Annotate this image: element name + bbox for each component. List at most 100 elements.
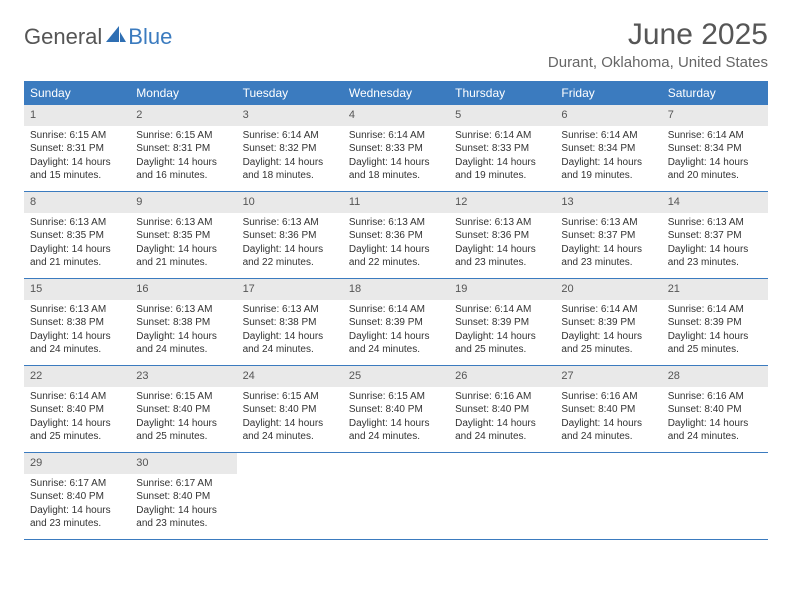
weekday-label: Friday (555, 81, 661, 105)
day-cell (449, 453, 555, 539)
weekday-label: Thursday (449, 81, 555, 105)
day-body: Sunrise: 6:13 AMSunset: 8:37 PMDaylight:… (555, 213, 661, 276)
day-cell: 4Sunrise: 6:14 AMSunset: 8:33 PMDaylight… (343, 105, 449, 191)
sunset-text: Sunset: 8:40 PM (243, 403, 337, 417)
daylight-text: Daylight: 14 hours and 25 minutes. (455, 330, 549, 357)
weekday-label: Monday (130, 81, 236, 105)
day-cell: 13Sunrise: 6:13 AMSunset: 8:37 PMDayligh… (555, 192, 661, 278)
sunrise-text: Sunrise: 6:17 AM (136, 477, 230, 491)
sunrise-text: Sunrise: 6:14 AM (668, 129, 762, 143)
day-cell: 8Sunrise: 6:13 AMSunset: 8:35 PMDaylight… (24, 192, 130, 278)
day-cell: 3Sunrise: 6:14 AMSunset: 8:32 PMDaylight… (237, 105, 343, 191)
day-body: Sunrise: 6:14 AMSunset: 8:39 PMDaylight:… (555, 300, 661, 363)
daylight-text: Daylight: 14 hours and 20 minutes. (668, 156, 762, 183)
day-cell: 9Sunrise: 6:13 AMSunset: 8:35 PMDaylight… (130, 192, 236, 278)
day-cell: 12Sunrise: 6:13 AMSunset: 8:36 PMDayligh… (449, 192, 555, 278)
daylight-text: Daylight: 14 hours and 23 minutes. (136, 504, 230, 531)
day-number: 21 (662, 279, 768, 300)
day-cell: 14Sunrise: 6:13 AMSunset: 8:37 PMDayligh… (662, 192, 768, 278)
sunrise-text: Sunrise: 6:14 AM (30, 390, 124, 404)
day-body: Sunrise: 6:15 AMSunset: 8:40 PMDaylight:… (343, 387, 449, 450)
daylight-text: Daylight: 14 hours and 21 minutes. (136, 243, 230, 270)
day-body: Sunrise: 6:14 AMSunset: 8:33 PMDaylight:… (343, 126, 449, 189)
daylight-text: Daylight: 14 hours and 24 minutes. (349, 417, 443, 444)
day-body: Sunrise: 6:13 AMSunset: 8:38 PMDaylight:… (130, 300, 236, 363)
day-body: Sunrise: 6:13 AMSunset: 8:37 PMDaylight:… (662, 213, 768, 276)
day-cell: 25Sunrise: 6:15 AMSunset: 8:40 PMDayligh… (343, 366, 449, 452)
day-body: Sunrise: 6:13 AMSunset: 8:38 PMDaylight:… (24, 300, 130, 363)
day-number: 5 (449, 105, 555, 126)
sunset-text: Sunset: 8:40 PM (455, 403, 549, 417)
week-row: 15Sunrise: 6:13 AMSunset: 8:38 PMDayligh… (24, 279, 768, 366)
day-number: 26 (449, 366, 555, 387)
sunset-text: Sunset: 8:36 PM (243, 229, 337, 243)
day-number: 28 (662, 366, 768, 387)
daylight-text: Daylight: 14 hours and 24 minutes. (455, 417, 549, 444)
daylight-text: Daylight: 14 hours and 24 minutes. (243, 417, 337, 444)
day-cell: 5Sunrise: 6:14 AMSunset: 8:33 PMDaylight… (449, 105, 555, 191)
daylight-text: Daylight: 14 hours and 18 minutes. (349, 156, 443, 183)
sunrise-text: Sunrise: 6:13 AM (349, 216, 443, 230)
day-body: Sunrise: 6:15 AMSunset: 8:31 PMDaylight:… (130, 126, 236, 189)
brand-word2: Blue (128, 24, 172, 50)
day-number: 7 (662, 105, 768, 126)
daylight-text: Daylight: 14 hours and 24 minutes. (561, 417, 655, 444)
day-cell (555, 453, 661, 539)
location: Durant, Oklahoma, United States (548, 54, 768, 71)
day-number: 22 (24, 366, 130, 387)
header: General Blue June 2025 Durant, Oklahoma,… (24, 18, 768, 71)
day-cell: 26Sunrise: 6:16 AMSunset: 8:40 PMDayligh… (449, 366, 555, 452)
sunrise-text: Sunrise: 6:13 AM (136, 303, 230, 317)
daylight-text: Daylight: 14 hours and 23 minutes. (561, 243, 655, 270)
sunset-text: Sunset: 8:32 PM (243, 142, 337, 156)
sunrise-text: Sunrise: 6:13 AM (243, 216, 337, 230)
title-block: June 2025 Durant, Oklahoma, United State… (548, 18, 768, 71)
day-number: 25 (343, 366, 449, 387)
day-body: Sunrise: 6:14 AMSunset: 8:34 PMDaylight:… (662, 126, 768, 189)
sunset-text: Sunset: 8:39 PM (561, 316, 655, 330)
day-cell: 21Sunrise: 6:14 AMSunset: 8:39 PMDayligh… (662, 279, 768, 365)
day-number: 16 (130, 279, 236, 300)
day-number: 27 (555, 366, 661, 387)
daylight-text: Daylight: 14 hours and 23 minutes. (455, 243, 549, 270)
day-cell (662, 453, 768, 539)
day-number: 12 (449, 192, 555, 213)
daylight-text: Daylight: 14 hours and 19 minutes. (455, 156, 549, 183)
daylight-text: Daylight: 14 hours and 25 minutes. (136, 417, 230, 444)
daylight-text: Daylight: 14 hours and 25 minutes. (561, 330, 655, 357)
weekday-label: Saturday (662, 81, 768, 105)
day-cell: 11Sunrise: 6:13 AMSunset: 8:36 PMDayligh… (343, 192, 449, 278)
sunrise-text: Sunrise: 6:16 AM (561, 390, 655, 404)
sunrise-text: Sunrise: 6:14 AM (243, 129, 337, 143)
sunset-text: Sunset: 8:38 PM (136, 316, 230, 330)
weekday-header: Sunday Monday Tuesday Wednesday Thursday… (24, 81, 768, 105)
sunset-text: Sunset: 8:40 PM (561, 403, 655, 417)
sunrise-text: Sunrise: 6:15 AM (30, 129, 124, 143)
day-number: 8 (24, 192, 130, 213)
day-body: Sunrise: 6:14 AMSunset: 8:34 PMDaylight:… (555, 126, 661, 189)
day-number: 29 (24, 453, 130, 474)
day-number: 14 (662, 192, 768, 213)
day-cell: 17Sunrise: 6:13 AMSunset: 8:38 PMDayligh… (237, 279, 343, 365)
daylight-text: Daylight: 14 hours and 23 minutes. (668, 243, 762, 270)
sunset-text: Sunset: 8:40 PM (136, 403, 230, 417)
sunset-text: Sunset: 8:39 PM (455, 316, 549, 330)
day-cell: 2Sunrise: 6:15 AMSunset: 8:31 PMDaylight… (130, 105, 236, 191)
daylight-text: Daylight: 14 hours and 25 minutes. (668, 330, 762, 357)
day-body: Sunrise: 6:14 AMSunset: 8:39 PMDaylight:… (449, 300, 555, 363)
day-body: Sunrise: 6:16 AMSunset: 8:40 PMDaylight:… (662, 387, 768, 450)
sunset-text: Sunset: 8:40 PM (668, 403, 762, 417)
daylight-text: Daylight: 14 hours and 24 minutes. (136, 330, 230, 357)
day-number: 6 (555, 105, 661, 126)
day-body: Sunrise: 6:14 AMSunset: 8:40 PMDaylight:… (24, 387, 130, 450)
day-cell: 20Sunrise: 6:14 AMSunset: 8:39 PMDayligh… (555, 279, 661, 365)
day-number: 23 (130, 366, 236, 387)
brand-logo: General Blue (24, 18, 172, 50)
sunset-text: Sunset: 8:37 PM (668, 229, 762, 243)
sunset-text: Sunset: 8:33 PM (349, 142, 443, 156)
sunset-text: Sunset: 8:39 PM (349, 316, 443, 330)
daylight-text: Daylight: 14 hours and 22 minutes. (243, 243, 337, 270)
day-number: 2 (130, 105, 236, 126)
day-body: Sunrise: 6:15 AMSunset: 8:40 PMDaylight:… (130, 387, 236, 450)
daylight-text: Daylight: 14 hours and 16 minutes. (136, 156, 230, 183)
